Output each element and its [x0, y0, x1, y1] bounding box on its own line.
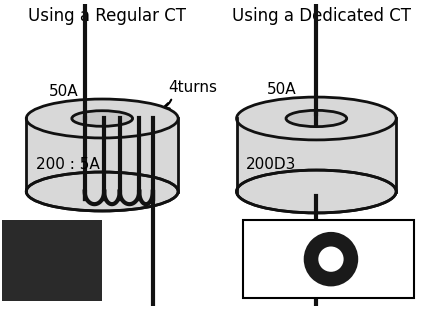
Polygon shape	[237, 118, 396, 192]
Text: 50A: 50A	[49, 84, 79, 99]
Text: Using a Dedicated CT: Using a Dedicated CT	[232, 7, 411, 25]
Polygon shape	[243, 220, 414, 298]
Ellipse shape	[26, 172, 178, 211]
Circle shape	[304, 232, 358, 286]
Ellipse shape	[26, 99, 178, 138]
Text: 50A: 50A	[267, 82, 297, 97]
Ellipse shape	[237, 170, 396, 213]
Ellipse shape	[237, 97, 396, 140]
Polygon shape	[26, 118, 178, 192]
Text: Using a Regular CT: Using a Regular CT	[28, 7, 186, 25]
Text: 200D3: 200D3	[246, 157, 297, 172]
Text: 200 : 5A: 200 : 5A	[36, 157, 100, 172]
Ellipse shape	[72, 111, 132, 126]
Text: 4turns: 4turns	[169, 80, 218, 95]
Ellipse shape	[286, 110, 347, 126]
Polygon shape	[2, 220, 102, 301]
Circle shape	[318, 246, 344, 272]
